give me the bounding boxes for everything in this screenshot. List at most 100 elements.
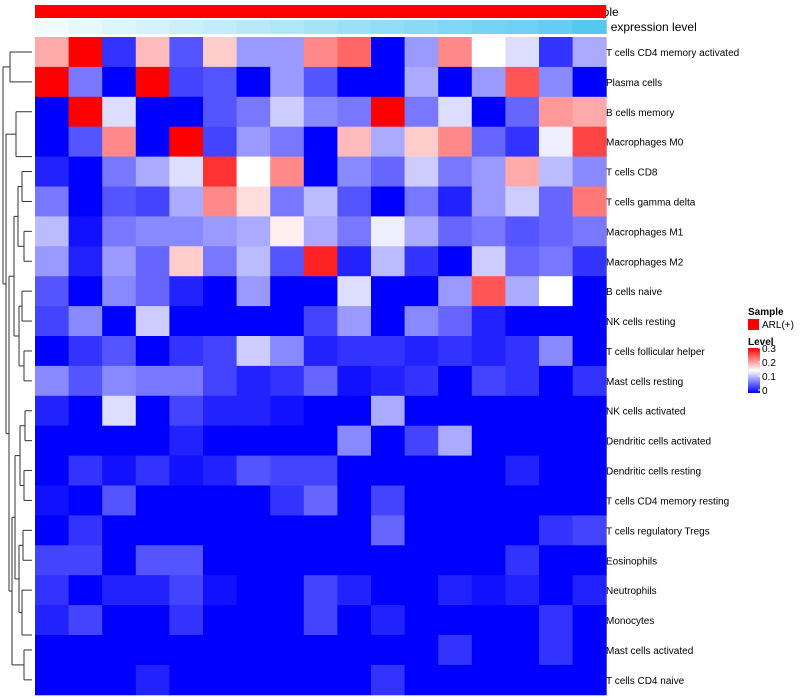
heatmap-cell xyxy=(572,216,607,247)
heatmap-cell xyxy=(438,66,473,98)
legend-sample-swatch xyxy=(748,319,759,330)
heatmap-cell xyxy=(236,246,271,277)
heatmap-cell xyxy=(169,485,204,516)
heatmap-cell xyxy=(337,455,372,486)
heatmap-cell xyxy=(35,126,70,158)
heatmap-cell xyxy=(169,575,204,606)
heatmap-cell xyxy=(471,336,506,367)
heatmap-cell xyxy=(471,276,506,307)
heatmap-cell xyxy=(539,664,574,696)
heatmap-cell xyxy=(572,395,607,427)
heatmap-cell xyxy=(303,425,338,457)
heatmap-cell xyxy=(404,156,439,187)
heatmap-cell xyxy=(270,455,305,486)
heatmap-cell xyxy=(539,635,574,666)
heatmap-cell xyxy=(572,126,607,158)
heatmap-cell xyxy=(337,575,372,606)
heatmap-cell xyxy=(471,664,506,696)
heatmap-cell xyxy=(572,425,607,457)
heatmap-cell xyxy=(371,605,406,636)
heatmap-cell xyxy=(102,306,137,337)
heatmap-cell xyxy=(539,156,574,187)
heatmap-cell xyxy=(135,66,170,98)
heatmap-cell xyxy=(505,276,540,307)
heatmap-cell xyxy=(572,664,607,696)
heatmap-cell xyxy=(169,635,204,666)
heatmap-cell xyxy=(539,96,574,128)
heatmap-cell xyxy=(471,485,506,516)
heatmap-cell xyxy=(539,66,574,98)
legend-sample-label: ARL(+) xyxy=(762,320,794,331)
heatmap-cell xyxy=(572,605,607,636)
heatmap-cell xyxy=(539,425,574,457)
legend-level-tick: 0.1 xyxy=(762,372,776,383)
heatmap-cell xyxy=(270,186,305,217)
heatmap-cell xyxy=(135,664,170,696)
heatmap-cell xyxy=(371,186,406,217)
heatmap-cell xyxy=(438,605,473,636)
heatmap-cell xyxy=(539,395,574,427)
heatmap-cell xyxy=(471,246,506,277)
heatmap-cell xyxy=(102,605,137,636)
heatmap-cell xyxy=(371,66,406,98)
heatmap-cell xyxy=(438,156,473,187)
heatmap-cell xyxy=(135,216,170,247)
heatmap-cell xyxy=(371,575,406,606)
heatmap-cell xyxy=(438,336,473,367)
heatmap-cell xyxy=(270,246,305,277)
heatmap-cell xyxy=(68,126,103,158)
heatmap-cell xyxy=(471,515,506,546)
heatmap-cell xyxy=(203,425,238,457)
heatmap-cell xyxy=(236,575,271,606)
heatmap-cell xyxy=(438,515,473,546)
heatmap-cell xyxy=(68,545,103,576)
heatmap-cell xyxy=(68,485,103,516)
heatmap-cell xyxy=(303,246,338,277)
row-label: Dendritic cells resting xyxy=(606,467,701,478)
heatmap-cell xyxy=(203,246,238,277)
annotation-gene-expression-cell xyxy=(471,20,506,34)
heatmap-cell xyxy=(35,485,70,516)
heatmap-cell xyxy=(169,246,204,277)
heatmap-cell xyxy=(135,186,170,217)
heatmap-cell xyxy=(135,336,170,367)
heatmap-cell xyxy=(270,336,305,367)
heatmap-cell xyxy=(35,37,70,68)
heatmap-cell xyxy=(135,365,170,397)
heatmap-cell xyxy=(303,126,338,158)
heatmap-cell xyxy=(371,126,406,158)
row-label: Mast cells activated xyxy=(606,646,693,657)
heatmap-cell xyxy=(68,365,103,397)
heatmap-cell xyxy=(270,664,305,696)
heatmap-cell xyxy=(270,216,305,247)
heatmap-cell xyxy=(203,605,238,636)
heatmap-cell xyxy=(203,216,238,247)
heatmap-cell xyxy=(270,96,305,128)
heatmap-cell xyxy=(270,485,305,516)
heatmap-cell xyxy=(203,126,238,158)
annotation-gene-expression-cell xyxy=(303,20,338,34)
heatmap-cell xyxy=(371,515,406,546)
heatmap-cell xyxy=(135,276,170,307)
heatmap-cell xyxy=(572,156,607,187)
heatmap-cell xyxy=(203,186,238,217)
heatmap-cell xyxy=(102,395,137,427)
heatmap-cell xyxy=(236,605,271,636)
heatmap-cell xyxy=(270,365,305,397)
heatmap-cell xyxy=(169,156,204,187)
heatmap-cell xyxy=(404,37,439,68)
heatmap-cell xyxy=(35,425,70,457)
heatmap-cell xyxy=(539,37,574,68)
heatmap-cell xyxy=(572,515,607,546)
heatmap-cell xyxy=(169,276,204,307)
heatmap-cell xyxy=(337,515,372,546)
heatmap-cell xyxy=(438,186,473,217)
heatmap-cell xyxy=(203,96,238,128)
heatmap-cell xyxy=(102,336,137,367)
heatmap-cell xyxy=(438,635,473,666)
heatmap-cell xyxy=(539,485,574,516)
heatmap-cell xyxy=(404,246,439,277)
heatmap-cell xyxy=(572,37,607,68)
heatmap-cell xyxy=(102,455,137,486)
heatmap-cell xyxy=(505,96,540,128)
